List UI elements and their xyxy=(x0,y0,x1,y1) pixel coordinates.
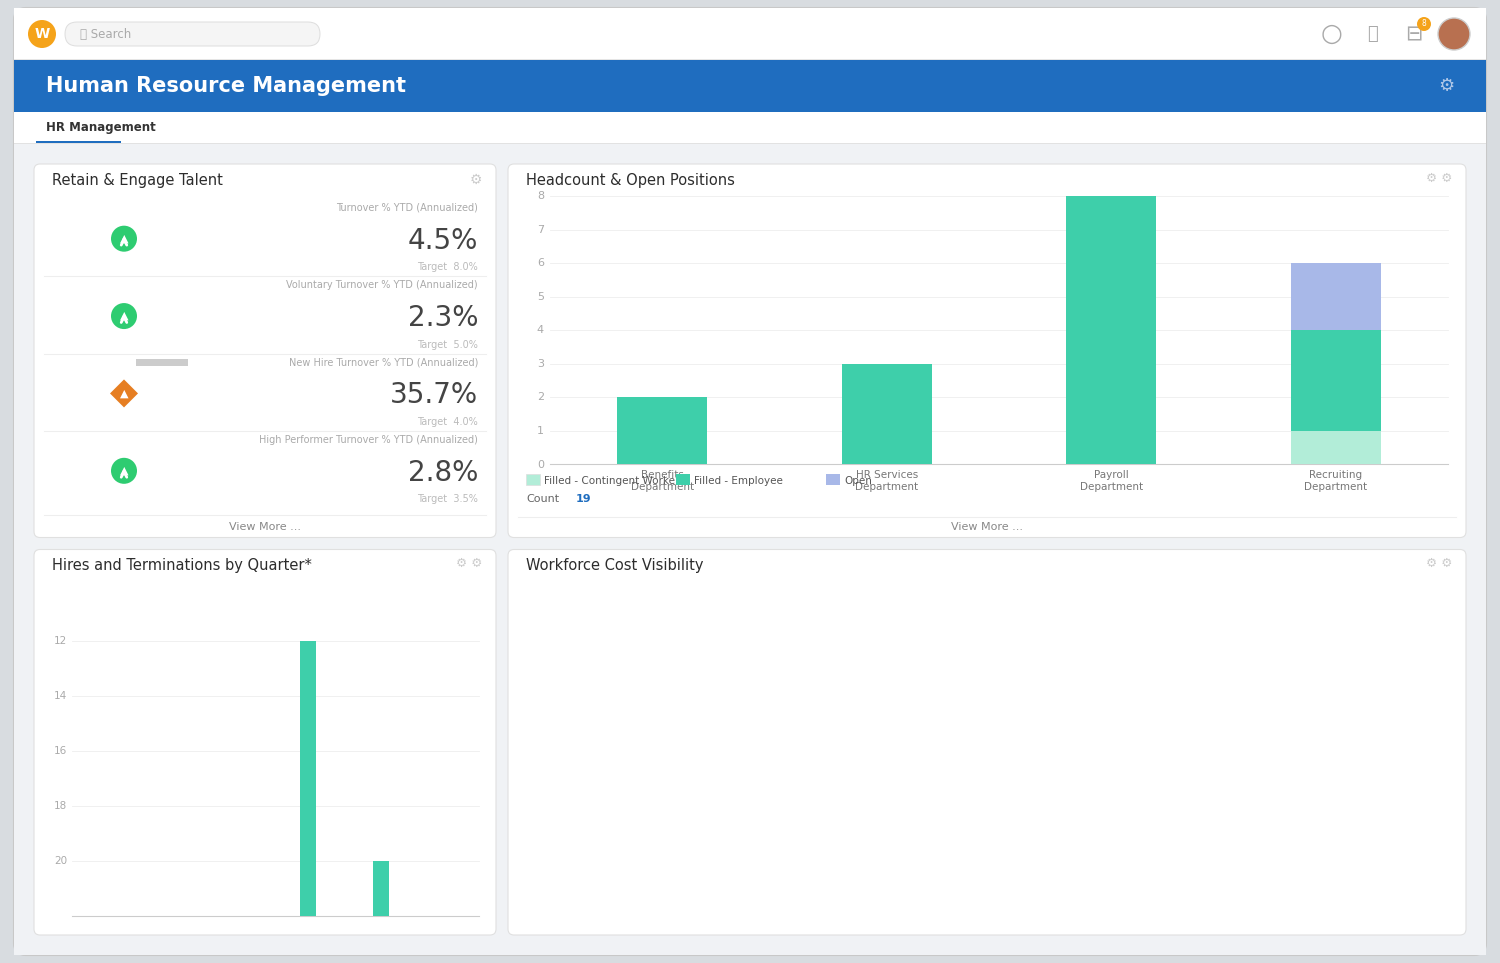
Text: Hires and Terminations by Quarter*: Hires and Terminations by Quarter* xyxy=(53,558,312,573)
Text: Target  5.0%: Target 5.0% xyxy=(417,340,478,350)
Text: ⊟: ⊟ xyxy=(1406,24,1422,44)
Text: 16: 16 xyxy=(54,745,68,756)
Circle shape xyxy=(1418,17,1431,31)
Text: Count: Count xyxy=(526,494,560,505)
Text: Human Resource Management: Human Resource Management xyxy=(46,76,406,96)
Bar xyxy=(13,8,1486,60)
Text: Open: Open xyxy=(844,476,871,485)
Text: HR Services
Department: HR Services Department xyxy=(855,471,918,492)
Text: ⚙: ⚙ xyxy=(470,173,482,187)
Text: 8: 8 xyxy=(1422,19,1426,29)
Text: 7: 7 xyxy=(537,224,544,235)
Bar xyxy=(1292,330,1380,430)
Text: Filled - Contingent Worker: Filled - Contingent Worker xyxy=(544,476,680,485)
Bar xyxy=(1292,263,1380,330)
Bar xyxy=(13,60,1486,112)
FancyBboxPatch shape xyxy=(64,22,320,46)
Text: 🔔: 🔔 xyxy=(1366,25,1377,43)
FancyBboxPatch shape xyxy=(34,164,496,537)
Text: 0: 0 xyxy=(537,459,544,470)
Text: 18: 18 xyxy=(54,801,68,811)
Text: 5: 5 xyxy=(537,292,544,301)
Text: ⌕ Search: ⌕ Search xyxy=(80,28,132,40)
Text: ○: ○ xyxy=(1322,22,1342,46)
Bar xyxy=(842,364,932,464)
Bar xyxy=(13,112,1486,144)
Polygon shape xyxy=(110,379,138,407)
Text: ▲: ▲ xyxy=(120,388,128,399)
Text: ▲: ▲ xyxy=(120,466,128,476)
Text: 20: 20 xyxy=(54,856,68,866)
Circle shape xyxy=(28,20,56,48)
Bar xyxy=(526,475,540,485)
Text: 12: 12 xyxy=(54,636,68,645)
Text: 3: 3 xyxy=(537,359,544,369)
Text: ⚙: ⚙ xyxy=(1438,77,1454,95)
Bar xyxy=(618,398,706,464)
Text: 19: 19 xyxy=(576,494,591,505)
Text: ⚙ ⚙: ⚙ ⚙ xyxy=(456,557,482,570)
Bar xyxy=(300,640,316,916)
Text: Turnover % YTD (Annualized): Turnover % YTD (Annualized) xyxy=(336,203,478,213)
Text: ⚙ ⚙: ⚙ ⚙ xyxy=(1425,171,1452,185)
Circle shape xyxy=(111,457,136,483)
Text: Recruiting
Department: Recruiting Department xyxy=(1304,471,1368,492)
Bar xyxy=(136,359,188,366)
Text: Target  4.0%: Target 4.0% xyxy=(417,417,478,428)
Bar xyxy=(13,144,1486,955)
Text: 35.7%: 35.7% xyxy=(390,381,478,409)
Text: ▲: ▲ xyxy=(120,234,128,244)
FancyBboxPatch shape xyxy=(509,550,1466,935)
Bar xyxy=(1066,196,1156,464)
Bar xyxy=(36,141,122,144)
Text: ⚙ ⚙: ⚙ ⚙ xyxy=(1425,557,1452,570)
Text: Voluntary Turnover % YTD (Annualized): Voluntary Turnover % YTD (Annualized) xyxy=(286,280,478,291)
Text: 4: 4 xyxy=(537,325,544,335)
Text: 1: 1 xyxy=(537,426,544,436)
Text: 2: 2 xyxy=(537,392,544,403)
Bar xyxy=(1292,430,1380,464)
Text: W: W xyxy=(34,27,50,41)
Text: View More ...: View More ... xyxy=(230,523,302,533)
Text: Retain & Engage Talent: Retain & Engage Talent xyxy=(53,172,223,188)
FancyBboxPatch shape xyxy=(13,8,1486,955)
Text: ▲: ▲ xyxy=(120,311,128,321)
Bar xyxy=(13,59,1486,60)
Text: 14: 14 xyxy=(54,690,68,701)
FancyBboxPatch shape xyxy=(509,164,1466,537)
Text: 8: 8 xyxy=(537,191,544,201)
Bar xyxy=(676,475,690,485)
FancyBboxPatch shape xyxy=(34,550,496,935)
Bar xyxy=(13,143,1486,144)
Bar xyxy=(374,861,390,916)
Text: 2.8%: 2.8% xyxy=(408,458,479,487)
Text: High Performer Turnover % YTD (Annualized): High Performer Turnover % YTD (Annualize… xyxy=(260,435,478,445)
Circle shape xyxy=(111,303,136,329)
Circle shape xyxy=(1438,18,1470,50)
Bar xyxy=(827,475,840,485)
Text: 4.5%: 4.5% xyxy=(408,226,479,254)
Text: Payroll
Department: Payroll Department xyxy=(1080,471,1143,492)
Text: Target  8.0%: Target 8.0% xyxy=(417,262,478,273)
Circle shape xyxy=(111,225,136,251)
Text: Workforce Cost Visibility: Workforce Cost Visibility xyxy=(526,558,704,573)
Text: 6: 6 xyxy=(537,258,544,268)
Text: Filled - Employee: Filled - Employee xyxy=(694,476,783,485)
Text: View More ...: View More ... xyxy=(951,523,1023,533)
Text: HR Management: HR Management xyxy=(46,121,156,135)
Text: 2.3%: 2.3% xyxy=(408,304,479,332)
Text: Headcount & Open Positions: Headcount & Open Positions xyxy=(526,172,735,188)
Text: New Hire Turnover % YTD (Annualized): New Hire Turnover % YTD (Annualized) xyxy=(288,357,478,368)
Text: Target  3.5%: Target 3.5% xyxy=(417,494,478,505)
Text: Benefits
Department: Benefits Department xyxy=(630,471,694,492)
